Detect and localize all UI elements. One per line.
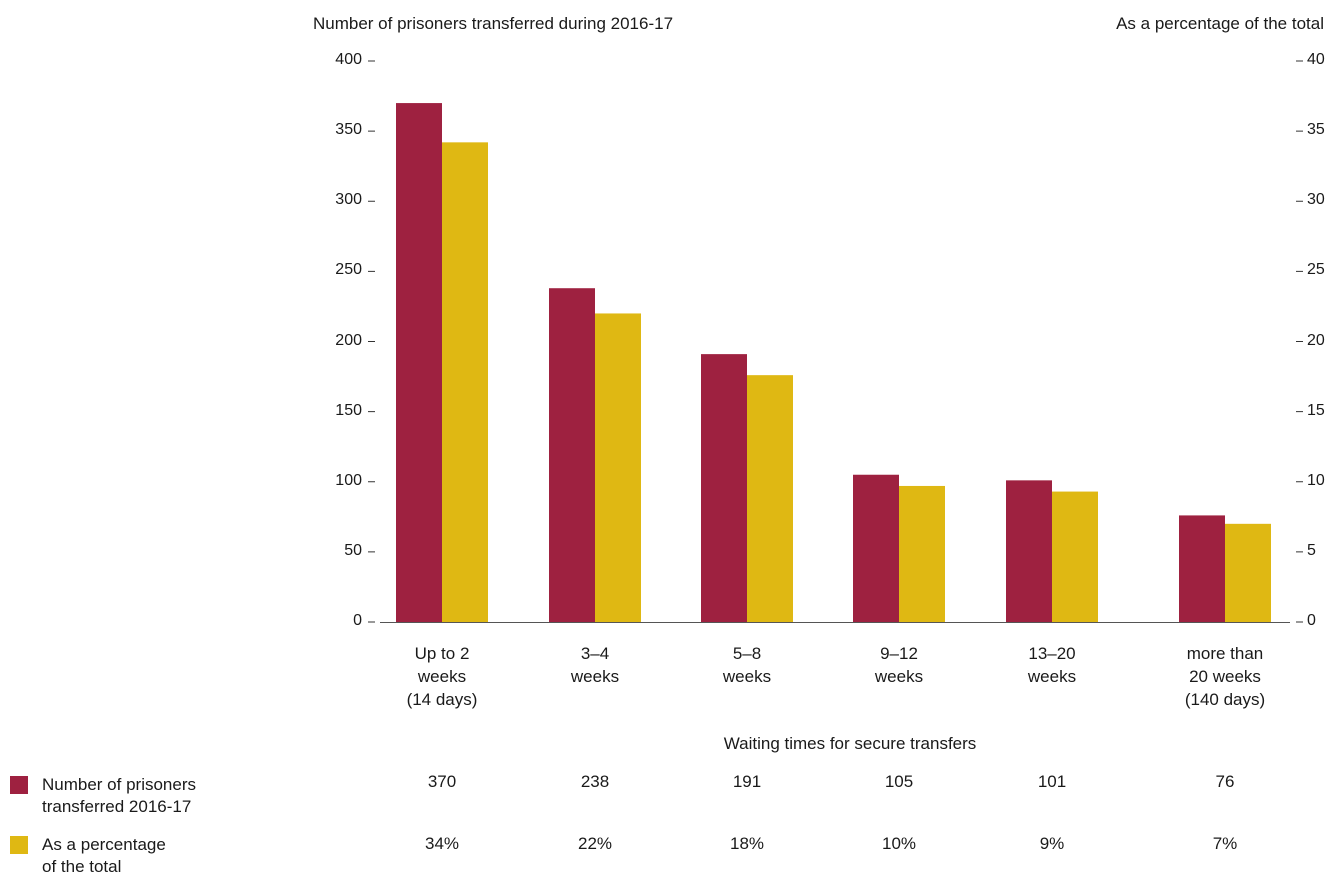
percent-value: 7% <box>1212 834 1238 853</box>
legend-item: Number of prisoners transferred 2016-17 <box>10 774 196 818</box>
count-value: 191 <box>732 772 762 791</box>
bar-count-6 <box>1179 515 1225 622</box>
percent-value: 10% <box>881 834 917 853</box>
category-label-line: weeks <box>570 667 620 686</box>
bar-count-3 <box>701 354 747 622</box>
legend-swatch <box>10 776 28 794</box>
percent-value: 18% <box>729 834 765 853</box>
count-value: 370 <box>427 772 457 791</box>
category-label: 13–20 weeks <box>982 642 1122 688</box>
legend-label: As a percentage of the total <box>42 834 166 878</box>
count-value: 101 <box>1037 772 1067 791</box>
left-tick-label: 150 <box>335 401 362 419</box>
legend-item: As a percentage of the total <box>10 834 196 878</box>
count-value: 76 <box>1215 772 1235 791</box>
bar-percent-1 <box>442 142 488 622</box>
right-tick-label: 5 <box>1307 541 1316 559</box>
bar-count-2 <box>549 288 595 622</box>
legend-label-line: Number of prisoners <box>42 775 197 794</box>
category-label-line: more than <box>1186 644 1264 663</box>
category-label: 9–12 weeks <box>829 642 969 688</box>
left-tick-label: 50 <box>344 541 362 559</box>
count-value: 105 <box>884 772 914 791</box>
legend-swatch <box>10 836 28 854</box>
legend-label-line: As a percentage <box>42 835 166 854</box>
category-label: 3–4 weeks <box>525 642 665 688</box>
right-tick-label: 35 <box>1307 121 1325 139</box>
category-label-line: weeks <box>874 667 924 686</box>
category-label-line: (14 days) <box>406 690 478 709</box>
left-tick-label: 300 <box>335 191 362 209</box>
legend-label-line: of the total <box>42 857 122 876</box>
percent-value: 9% <box>1039 834 1065 853</box>
left-axis-title: Number of prisoners transferred during 2… <box>313 14 674 33</box>
right-tick-label: 30 <box>1307 191 1325 209</box>
left-tick-label: 0 <box>353 612 362 629</box>
percent-value: 34% <box>424 834 460 853</box>
right-tick-label: 25 <box>1307 261 1325 279</box>
bar-percent-2 <box>595 313 641 622</box>
x-axis-title: Waiting times for secure transfers <box>723 734 977 753</box>
right-tick-label: 40 <box>1307 51 1325 68</box>
right-tick-label: 20 <box>1307 331 1325 349</box>
category-label-line: 3–4 <box>580 644 610 663</box>
category-label-line: weeks <box>1027 667 1077 686</box>
category-label: more than 20 weeks (140 days) <box>1155 642 1295 711</box>
bar-percent-4 <box>899 485 945 622</box>
legend: Number of prisoners transferred 2016-17 As… <box>10 774 196 878</box>
category-label-line: 5–8 <box>732 644 762 663</box>
category-label-line: weeks <box>417 667 467 686</box>
legend-label: Number of prisoners transferred 2016-17 <box>42 774 196 818</box>
category-label-line: 13–20 <box>1028 644 1076 663</box>
category-label: Up to 2 weeks (14 days) <box>372 642 512 711</box>
category-label-line: weeks <box>722 667 772 686</box>
right-tick-label: 15 <box>1307 401 1325 419</box>
left-tick-label: 200 <box>335 331 362 349</box>
right-tick-label: 0 <box>1307 612 1316 629</box>
percent-value: 22% <box>577 834 613 853</box>
bar-count-1 <box>396 103 442 622</box>
bar-count-4 <box>853 474 899 622</box>
right-axis-title: As a percentage of the total <box>1116 14 1324 33</box>
count-value: 238 <box>580 772 610 791</box>
legend-label-line: transferred 2016-17 <box>42 797 192 816</box>
bar-count-5 <box>1006 480 1052 622</box>
category-label-line: 20 weeks <box>1189 667 1261 686</box>
category-label: 5–8 weeks <box>677 642 817 688</box>
category-label-line: Up to 2 <box>414 644 470 663</box>
category-label-line: (140 days) <box>1184 690 1266 709</box>
left-tick-label: 100 <box>335 471 362 489</box>
left-tick-label: 350 <box>335 121 362 139</box>
left-tick-label: 400 <box>335 51 362 68</box>
right-tick-label: 10 <box>1307 471 1325 489</box>
left-tick-label: 250 <box>335 261 362 279</box>
bar-percent-3 <box>747 375 793 622</box>
bar-percent-6 <box>1225 523 1271 622</box>
bar-percent-5 <box>1052 491 1098 622</box>
category-label-line: 9–12 <box>880 644 918 663</box>
